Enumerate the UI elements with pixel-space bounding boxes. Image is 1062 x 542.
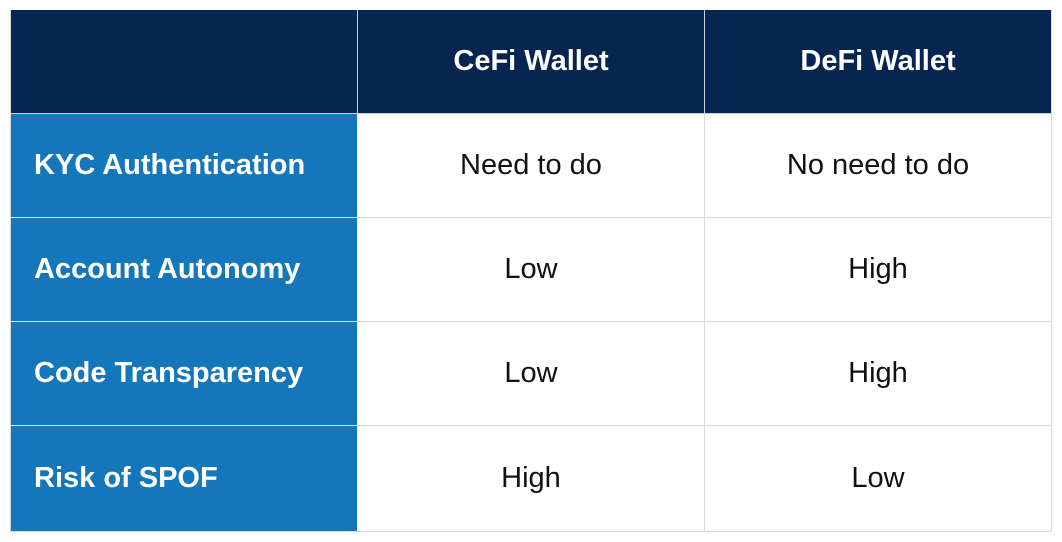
cell-kyc-cefi: Need to do [358,114,705,218]
header-corner-cell [10,10,358,114]
row-label-kyc-authentication: KYC Authentication [10,114,358,218]
cell-spof-cefi: High [358,426,705,532]
cell-spof-defi: Low [705,426,1052,532]
row-label-risk-of-spof: Risk of SPOF [10,426,358,532]
comparison-table: CeFi Wallet DeFi Wallet KYC Authenticati… [10,10,1052,532]
cell-kyc-defi: No need to do [705,114,1052,218]
header-defi-wallet: DeFi Wallet [705,10,1052,114]
row-label-account-autonomy: Account Autonomy [10,218,358,322]
row-label-code-transparency: Code Transparency [10,322,358,426]
cell-autonomy-cefi: Low [358,218,705,322]
cell-transparency-cefi: Low [358,322,705,426]
header-cefi-wallet: CeFi Wallet [358,10,705,114]
cell-autonomy-defi: High [705,218,1052,322]
cell-transparency-defi: High [705,322,1052,426]
